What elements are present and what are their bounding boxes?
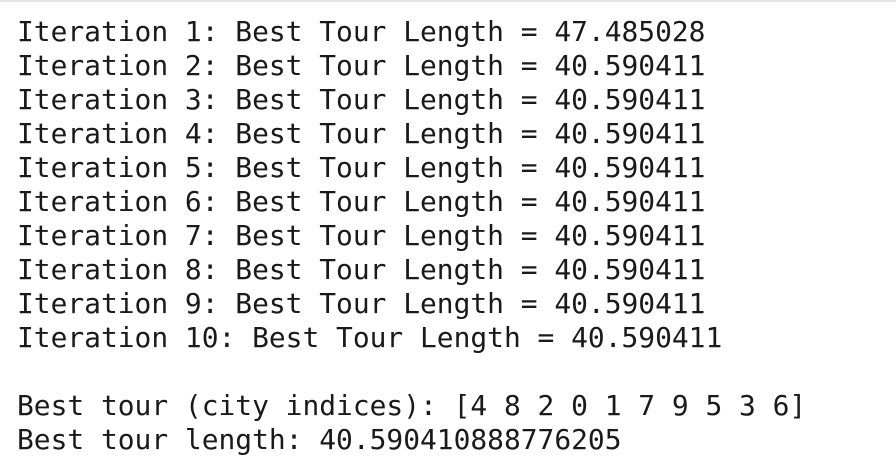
iteration-log: Iteration 1: Best Tour Length = 47.48502…: [17, 15, 896, 355]
output-line: Iteration 7: Best Tour Length = 40.59041…: [17, 219, 706, 252]
result-summary: Best tour (city indices): [4 8 2 0 1 7 9…: [17, 389, 896, 457]
output-line: Best tour length: 40.590410888776205: [17, 423, 622, 456]
output-line: Iteration 6: Best Tour Length = 40.59041…: [17, 185, 706, 218]
output-line: Iteration 1: Best Tour Length = 47.48502…: [17, 15, 706, 48]
output-line: Iteration 4: Best Tour Length = 40.59041…: [17, 117, 706, 150]
output-line: Iteration 3: Best Tour Length = 40.59041…: [17, 83, 706, 116]
output-line: Iteration 10: Best Tour Length = 40.5904…: [17, 321, 723, 354]
output-line: Iteration 8: Best Tour Length = 40.59041…: [17, 253, 706, 286]
output-line: Iteration 5: Best Tour Length = 40.59041…: [17, 151, 706, 184]
output-line: Iteration 9: Best Tour Length = 40.59041…: [17, 287, 706, 320]
output-line: Best tour (city indices): [4 8 2 0 1 7 9…: [17, 389, 807, 422]
output-line: Iteration 2: Best Tour Length = 40.59041…: [17, 49, 706, 82]
